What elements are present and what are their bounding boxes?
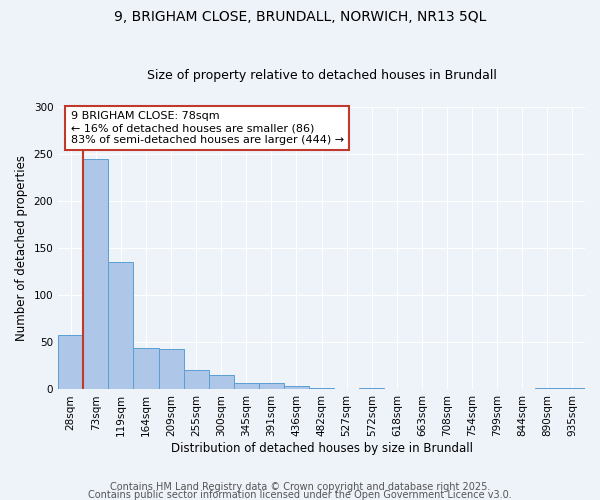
Bar (58, 335, 83, 390)
Y-axis label: Number of detached properties: Number of detached properties (15, 155, 28, 341)
Bar (259, 383, 284, 390)
Text: 9, BRIGHAM CLOSE, BRUNDALL, NORWICH, NR13 5QL: 9, BRIGHAM CLOSE, BRUNDALL, NORWICH, NR1… (114, 10, 486, 24)
Bar (234, 383, 259, 390)
Bar (83, 158, 109, 390)
Bar (109, 262, 133, 390)
Text: 9 BRIGHAM CLOSE: 78sqm
← 16% of detached houses are smaller (86)
83% of semi-det: 9 BRIGHAM CLOSE: 78sqm ← 16% of detached… (71, 112, 344, 144)
Bar (535, 388, 560, 390)
Text: Contains public sector information licensed under the Open Government Licence v3: Contains public sector information licen… (88, 490, 512, 500)
Bar (334, 388, 359, 390)
Bar (184, 370, 209, 390)
Bar (309, 388, 334, 390)
Text: Contains HM Land Registry data © Crown copyright and database right 2025.: Contains HM Land Registry data © Crown c… (110, 482, 490, 492)
Bar (133, 348, 158, 390)
Bar (560, 388, 585, 390)
Bar (359, 388, 385, 390)
Bar (284, 386, 309, 390)
X-axis label: Distribution of detached houses by size in Brundall: Distribution of detached houses by size … (170, 442, 473, 455)
Title: Size of property relative to detached houses in Brundall: Size of property relative to detached ho… (146, 69, 497, 82)
Bar (158, 349, 184, 390)
Bar (209, 376, 234, 390)
